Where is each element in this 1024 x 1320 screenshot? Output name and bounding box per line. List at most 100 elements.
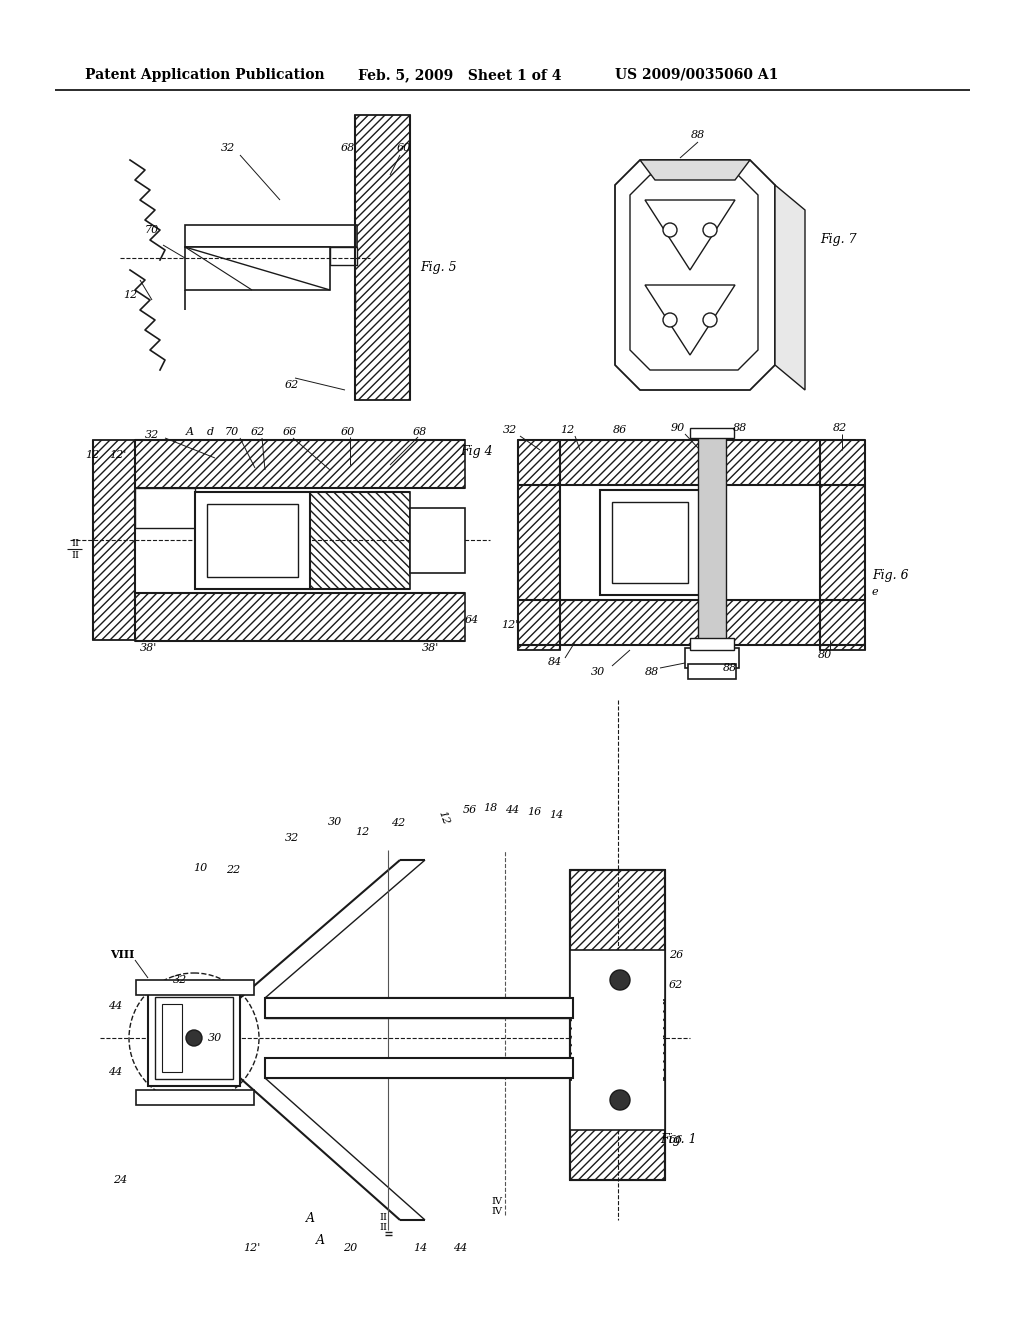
Text: 10: 10 — [193, 863, 207, 873]
Bar — [410, 508, 465, 573]
Text: IV: IV — [492, 1208, 503, 1217]
Circle shape — [610, 1090, 630, 1110]
Bar — [575, 958, 660, 1119]
Text: Feb. 5, 2009   Sheet 1 of 4: Feb. 5, 2009 Sheet 1 of 4 — [358, 69, 561, 82]
Text: Fig. 5: Fig. 5 — [420, 261, 457, 275]
Text: 38': 38' — [139, 643, 157, 653]
Text: 64: 64 — [465, 615, 479, 624]
Polygon shape — [630, 176, 758, 370]
Text: 30: 30 — [591, 667, 605, 677]
Bar — [148, 990, 240, 1086]
Text: 90: 90 — [671, 422, 685, 433]
Text: 56: 56 — [463, 805, 477, 814]
Text: 60: 60 — [397, 143, 411, 153]
Text: 86: 86 — [613, 425, 627, 436]
Text: 12': 12' — [110, 450, 127, 459]
Text: 32: 32 — [173, 975, 187, 985]
Text: Fig. 7: Fig. 7 — [820, 234, 857, 247]
Circle shape — [186, 1030, 202, 1045]
Text: 32: 32 — [503, 425, 517, 436]
Text: II: II — [379, 1224, 387, 1233]
Bar — [162, 1005, 182, 1072]
Bar — [355, 115, 410, 400]
Text: Fig. 6: Fig. 6 — [872, 569, 908, 582]
Text: 26: 26 — [669, 950, 683, 960]
Bar — [518, 440, 863, 484]
Text: 88: 88 — [733, 422, 748, 433]
Text: 12: 12 — [560, 425, 574, 436]
Text: 12: 12 — [355, 828, 369, 837]
Bar — [572, 954, 663, 1125]
Polygon shape — [645, 285, 735, 355]
Text: 44: 44 — [108, 1001, 122, 1011]
Text: Fig 4: Fig 4 — [460, 446, 493, 458]
Text: Patent Application Publication: Patent Application Publication — [85, 69, 325, 82]
Bar — [690, 638, 734, 649]
Text: e: e — [872, 587, 879, 597]
Bar — [690, 428, 734, 438]
Text: 32: 32 — [285, 833, 299, 843]
Text: 30: 30 — [208, 1034, 222, 1043]
Bar — [135, 440, 465, 488]
Text: 42: 42 — [391, 818, 406, 828]
Bar — [612, 502, 688, 583]
Bar — [518, 440, 560, 649]
Bar — [136, 1090, 254, 1105]
Bar — [698, 436, 726, 653]
Text: 88: 88 — [691, 129, 706, 140]
Text: 68: 68 — [341, 143, 355, 153]
Text: 16: 16 — [527, 807, 541, 817]
Text: 24: 24 — [113, 1175, 127, 1185]
Text: II: II — [71, 539, 79, 548]
Text: 22: 22 — [226, 865, 240, 875]
Bar — [93, 440, 135, 640]
Polygon shape — [615, 160, 775, 389]
Bar — [185, 224, 357, 247]
Text: d: d — [207, 426, 214, 437]
Text: II: II — [71, 552, 79, 561]
Bar — [570, 1080, 665, 1130]
Text: US 2009/0035060 A1: US 2009/0035060 A1 — [615, 69, 778, 82]
Text: 62: 62 — [285, 380, 299, 389]
Polygon shape — [185, 247, 330, 290]
Bar — [195, 492, 310, 589]
Bar — [135, 488, 195, 528]
Bar — [330, 247, 357, 265]
Text: 12': 12' — [502, 620, 518, 630]
Circle shape — [610, 970, 630, 990]
Circle shape — [663, 223, 677, 238]
Bar — [265, 998, 573, 1018]
Text: IV: IV — [492, 1197, 503, 1206]
Text: 18: 18 — [483, 803, 497, 813]
Text: 44: 44 — [505, 805, 519, 814]
Bar — [207, 504, 298, 577]
Circle shape — [663, 313, 677, 327]
Text: 38': 38' — [421, 643, 438, 653]
Text: 20: 20 — [343, 1243, 357, 1253]
Text: 82: 82 — [833, 422, 847, 433]
Text: 14: 14 — [413, 1243, 427, 1253]
Text: 44: 44 — [108, 1067, 122, 1077]
Text: 12: 12 — [85, 450, 99, 459]
Bar — [136, 979, 254, 995]
Polygon shape — [645, 201, 735, 271]
Text: 70: 70 — [225, 426, 240, 437]
Circle shape — [703, 313, 717, 327]
Bar — [265, 1059, 573, 1078]
Text: 68: 68 — [413, 426, 427, 437]
Polygon shape — [640, 160, 750, 180]
Text: 62: 62 — [251, 426, 265, 437]
Text: 14: 14 — [549, 810, 563, 820]
Bar — [570, 870, 665, 1180]
Text: 12': 12' — [244, 1243, 261, 1253]
Text: 12: 12 — [123, 290, 137, 300]
Text: 30: 30 — [328, 817, 342, 828]
Bar — [310, 492, 410, 589]
Circle shape — [129, 973, 259, 1104]
Text: 62: 62 — [669, 979, 683, 990]
Text: 12: 12 — [436, 809, 451, 826]
Text: 32: 32 — [221, 143, 236, 153]
Text: A: A — [305, 1212, 314, 1225]
Text: 88: 88 — [645, 667, 659, 677]
Text: 66: 66 — [283, 426, 297, 437]
